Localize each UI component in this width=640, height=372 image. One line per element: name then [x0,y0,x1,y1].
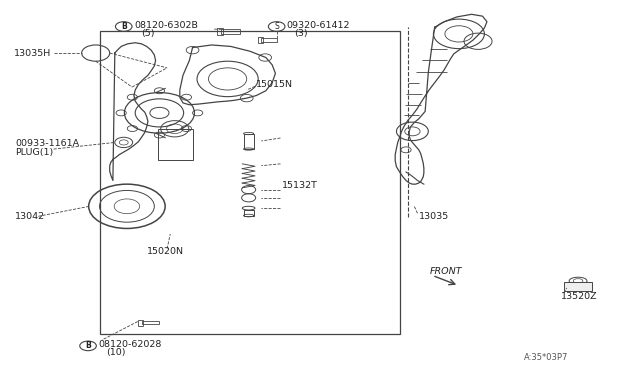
Text: 13035: 13035 [419,212,449,221]
Bar [244,134,253,149]
Text: B: B [121,22,127,31]
Text: S: S [275,22,279,31]
Bar [100,31,399,334]
Bar [564,282,592,291]
Bar [257,37,262,43]
Text: 08120-6302B: 08120-6302B [134,21,198,30]
Text: (10): (10) [106,349,125,357]
Text: (3): (3) [294,29,308,38]
Text: 13035H: 13035H [14,49,51,58]
Bar [138,320,143,326]
Bar [157,129,193,160]
Text: (5): (5) [141,29,155,38]
Text: FRONT: FRONT [429,267,462,276]
Text: 13520Z: 13520Z [561,292,598,301]
Bar [217,28,223,35]
Text: 13042: 13042 [15,212,45,221]
Text: 09320-61412: 09320-61412 [287,21,350,30]
Text: 08120-62028: 08120-62028 [99,340,162,349]
Bar [141,321,159,324]
Bar [261,38,277,42]
Text: 15015N: 15015N [256,80,293,89]
Text: 00933-1161A: 00933-1161A [15,139,79,148]
Bar [221,29,241,34]
Text: 15020N: 15020N [147,247,184,256]
Text: 15132T: 15132T [282,182,317,190]
Text: B: B [85,341,91,350]
Text: A:35*03P7: A:35*03P7 [524,353,568,362]
Text: PLUG(1): PLUG(1) [15,148,54,157]
Bar [244,210,253,215]
